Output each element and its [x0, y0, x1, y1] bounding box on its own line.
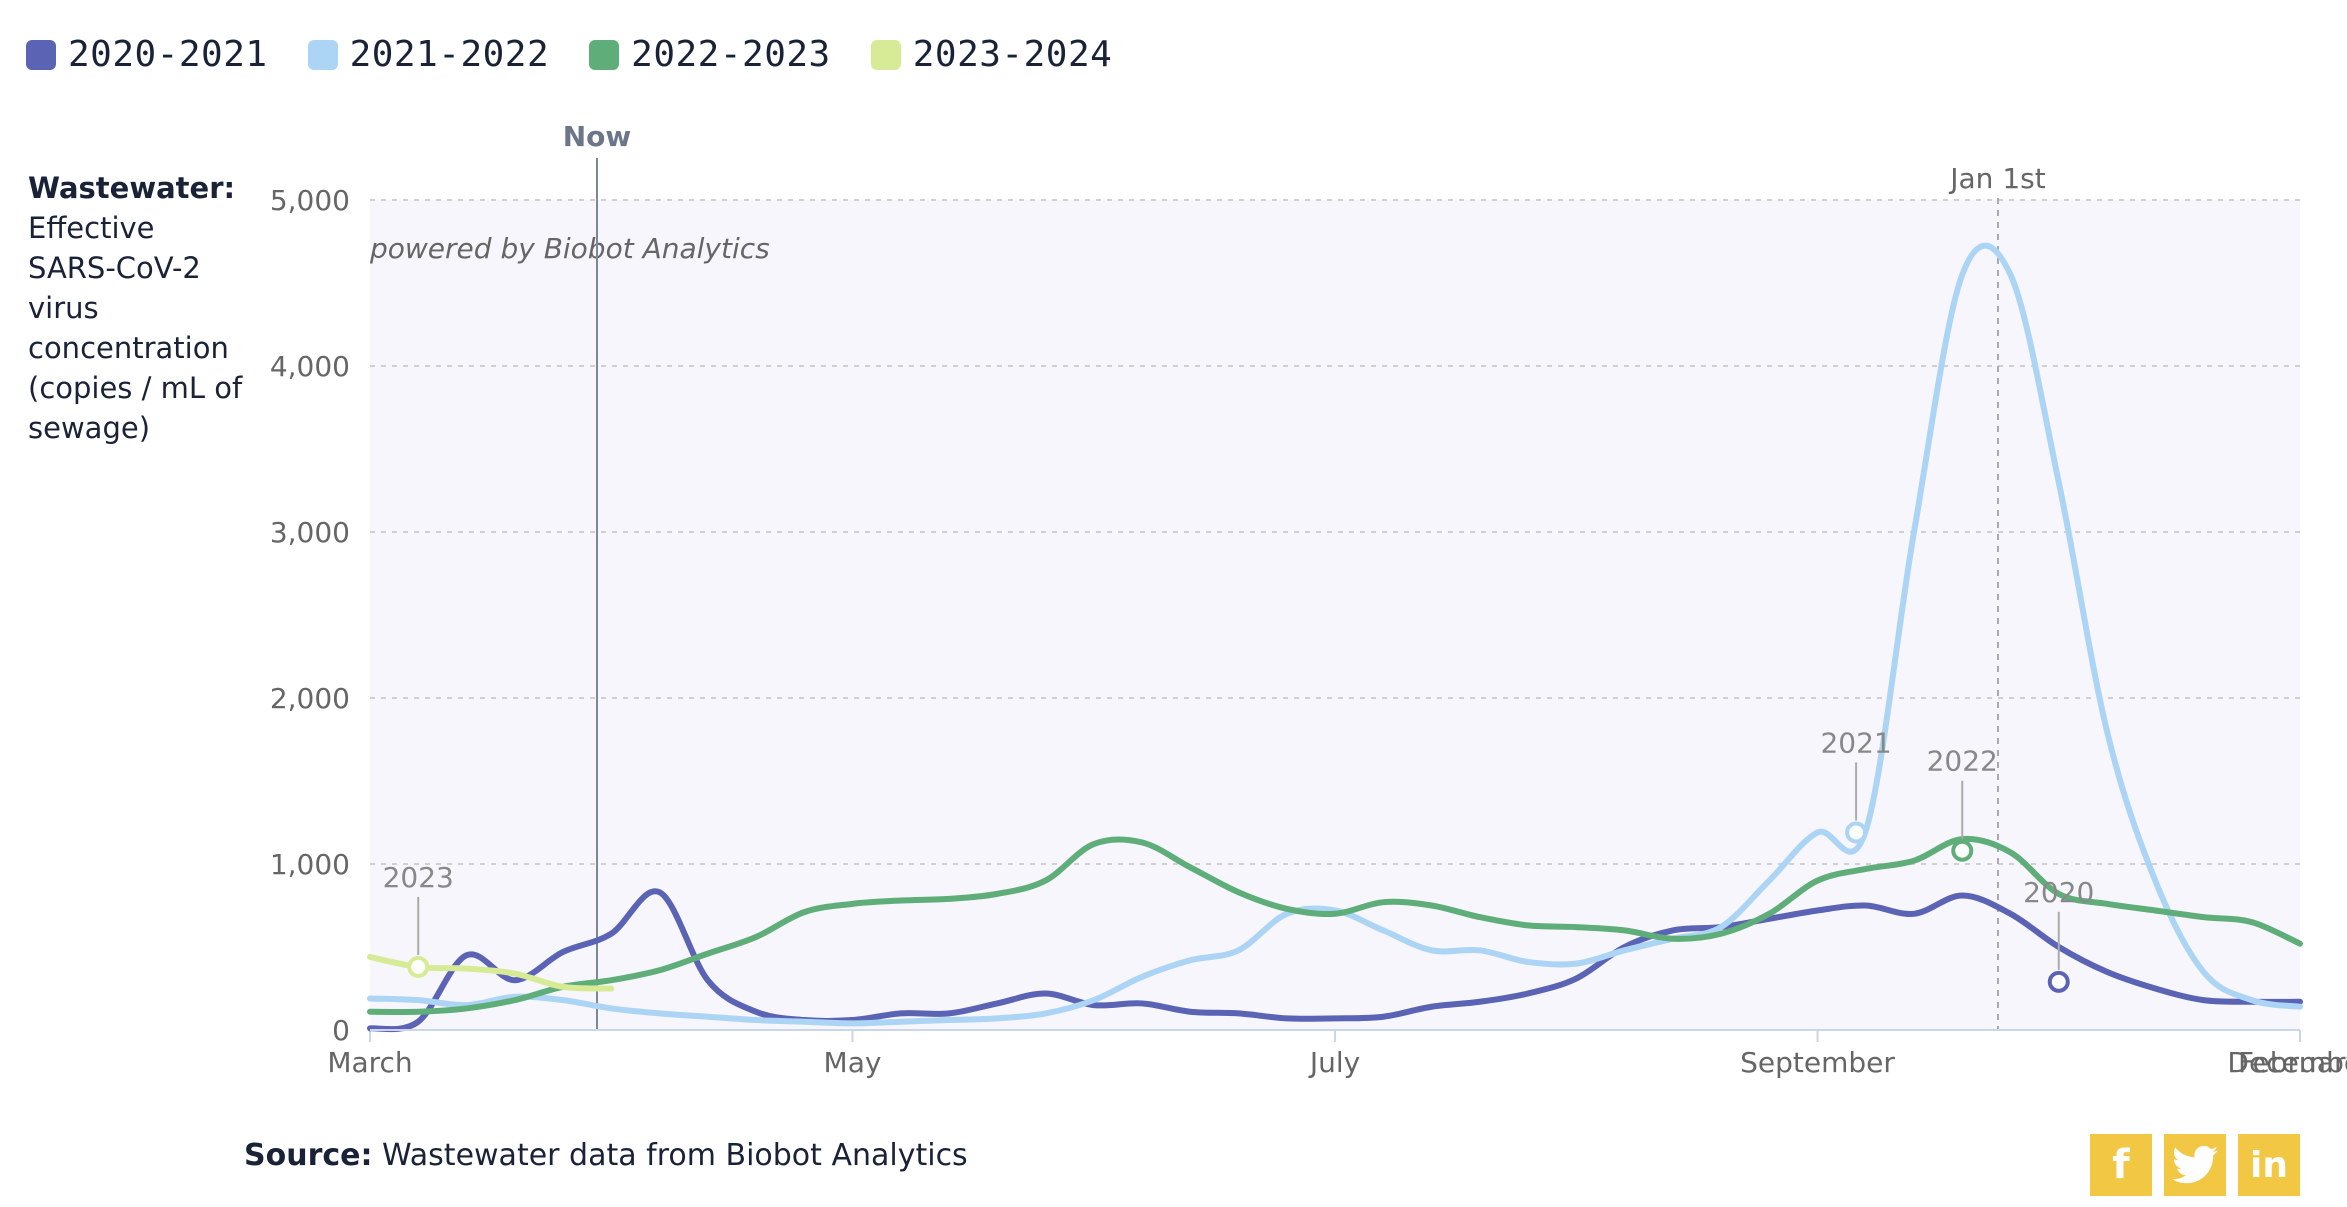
legend-label: 2022-2023 — [631, 34, 831, 75]
y-axis-title: Wastewater: Effective SARS-CoV-2 virus c… — [28, 168, 243, 448]
source-label: Source: — [244, 1138, 373, 1173]
y-tick-label: 3,000 — [270, 516, 350, 549]
legend-label: 2023-2024 — [912, 34, 1113, 75]
now-marker-label: Now — [563, 120, 632, 153]
linkedin-icon: in — [2250, 1144, 2288, 1186]
legend-item-2020-2021[interactable]: 2020-2021 — [26, 34, 268, 75]
y-tick-label: 5,000 — [270, 184, 350, 217]
legend-item-2022-2023[interactable]: 2022-2023 — [589, 34, 831, 75]
x-tick-label: May — [824, 1046, 882, 1079]
x-tick-label: July — [1308, 1046, 1360, 1079]
series-line-2022-2023 — [367, 835, 2303, 1015]
share-buttons: f in — [2090, 1134, 2300, 1196]
legend-label: 2020-2021 — [68, 34, 268, 75]
facebook-share-button[interactable]: f — [2090, 1134, 2152, 1196]
linkedin-share-button[interactable]: in — [2238, 1134, 2300, 1196]
y-tick-label: 2,000 — [270, 682, 350, 715]
legend-item-2023-2024[interactable]: 2023-2024 — [870, 34, 1113, 75]
twitter-icon — [2172, 1145, 2218, 1184]
series-label-2020: 2020 — [2023, 876, 2094, 909]
legend-swatch — [589, 39, 620, 70]
y-tick-label: 0 — [332, 1014, 350, 1047]
series-label-point — [2047, 970, 2070, 993]
y-tick-label: 4,000 — [270, 350, 350, 383]
y-axis-title-text: Effective SARS-CoV-2 virus concentration… — [28, 211, 243, 445]
series-label-point — [407, 955, 430, 978]
x-tick-label: December — [2227, 1046, 2347, 1079]
twitter-share-button[interactable] — [2164, 1134, 2226, 1196]
series-label-2021: 2021 — [1820, 726, 1891, 759]
series-label-point — [1845, 821, 1868, 844]
y-tick-label: 1,000 — [270, 848, 350, 881]
x-tick-label: September — [1740, 1046, 1895, 1079]
x-tick-label: March — [327, 1046, 412, 1079]
series-line-2021-2022 — [367, 242, 2303, 1027]
facebook-icon: f — [2112, 1142, 2130, 1188]
legend-swatch — [307, 39, 338, 70]
legend-label: 2021-2022 — [349, 34, 550, 75]
source-text: Wastewater data from Biobot Analytics — [382, 1138, 968, 1173]
watermark: powered by Biobot Analytics — [369, 232, 770, 265]
legend-item-2021-2022[interactable]: 2021-2022 — [307, 34, 550, 75]
legend: 2020-2021 2021-2022 2022-2023 2023-2024 — [26, 34, 1152, 75]
x-tick-label: February — [2238, 1046, 2347, 1079]
jan1-marker-label: Jan 1st — [1948, 162, 2045, 195]
y-axis-title-bold: Wastewater: — [28, 171, 236, 205]
series-label-2022: 2022 — [1927, 745, 1998, 778]
series-line-2020-2021 — [367, 888, 2303, 1033]
legend-swatch — [870, 39, 901, 70]
line-chart: March May July September DecemberFebruary 0 1… — [270, 120, 2347, 1079]
series-label-point — [1951, 839, 1974, 862]
plot-background — [370, 200, 2300, 1030]
series-label-2023: 2023 — [383, 861, 454, 894]
source-note: Source: Wastewater data from Biobot Anal… — [244, 1138, 968, 1173]
legend-swatch — [26, 39, 56, 70]
